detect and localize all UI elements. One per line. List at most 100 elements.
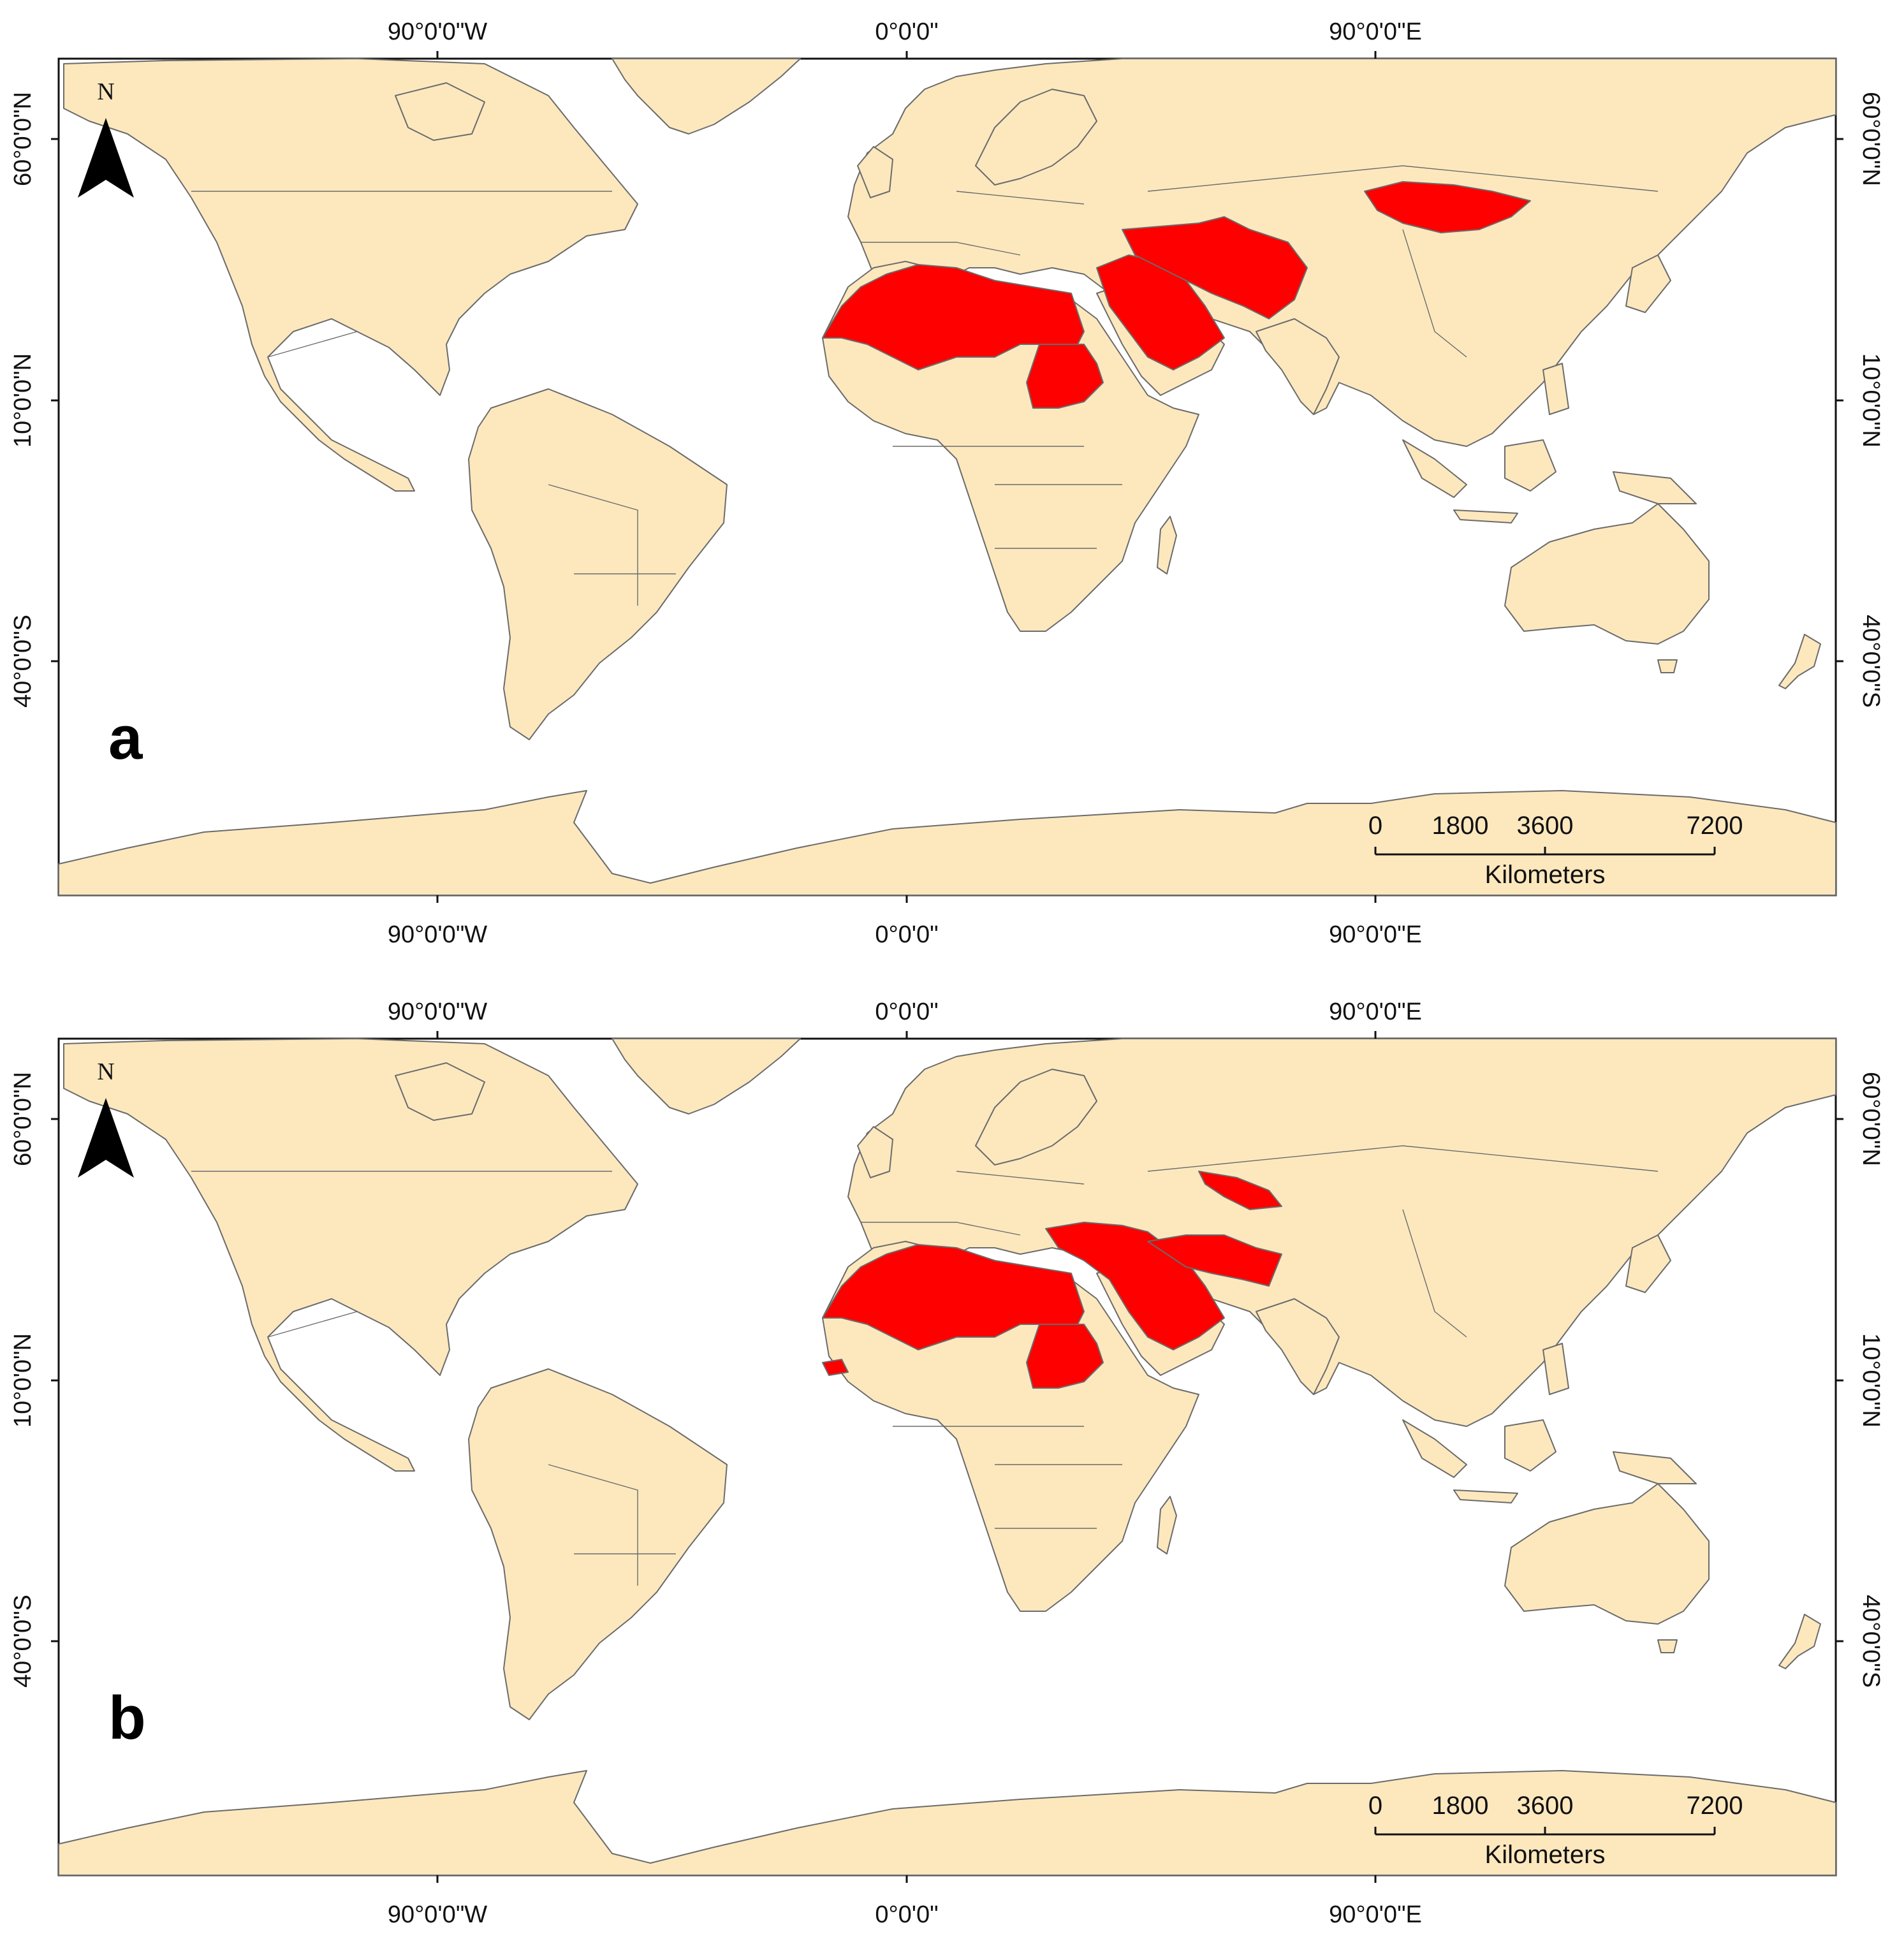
highlighted-region-1 xyxy=(822,264,1085,370)
lon-label-bottom-e: 90°0'0"E xyxy=(1329,1901,1422,1928)
map-panel-b: 90°0'0"W 0°0'0" 90°0'0"E 90°0'0"W 0°0'0"… xyxy=(0,980,1897,1960)
lon-label-top-e: 90°0'0"E xyxy=(1329,998,1422,1025)
eurasia xyxy=(847,58,1836,447)
lon-label-bottom-w: 90°0'0"W xyxy=(388,1901,487,1928)
lon-labels-bottom: 90°0'0"W 0°0'0" 90°0'0"E xyxy=(388,921,1422,948)
country-borders xyxy=(191,1145,1659,1586)
lon-label-top-w: 90°0'0"W xyxy=(388,998,487,1025)
north-arrow-icon xyxy=(78,1098,134,1178)
lat-label-right-60n: 60°0'0"N xyxy=(1857,1072,1884,1166)
scale-tick-7200: 7200 xyxy=(1687,1792,1743,1820)
lon-label-bottom-0: 0°0'0" xyxy=(875,921,938,948)
uk xyxy=(857,1126,893,1178)
lat-label-left-10n: 10°0'0"N xyxy=(10,1333,36,1428)
axis-ticks xyxy=(51,51,1843,903)
scandinavia xyxy=(975,89,1097,186)
australia xyxy=(1504,1483,1710,1625)
japan xyxy=(1625,1234,1671,1293)
canadian-arctic xyxy=(395,82,485,141)
highlighted-region-2 xyxy=(1026,344,1104,409)
axis-ticks xyxy=(51,1031,1843,1883)
lat-label-left-40s: 40°0'0"S xyxy=(10,615,36,708)
scale-bar: 0 1800 3600 7200 Kilometers xyxy=(1368,812,1743,889)
india xyxy=(1256,1298,1340,1395)
landmasses xyxy=(58,58,1836,896)
greenland xyxy=(612,1038,801,1115)
scandinavia xyxy=(975,1069,1097,1166)
philippines xyxy=(1542,1343,1569,1395)
java xyxy=(1453,1489,1518,1503)
sumatra xyxy=(1402,439,1467,498)
scale-tick-3600: 3600 xyxy=(1517,812,1574,840)
philippines xyxy=(1542,363,1569,415)
lon-label-bottom-w: 90°0'0"W xyxy=(388,921,487,948)
lat-label-right-10n: 10°0'0"N xyxy=(1857,353,1884,448)
australia xyxy=(1504,503,1710,645)
north-arrow-icon xyxy=(78,118,134,198)
madagascar xyxy=(1157,1496,1177,1554)
lat-label-left-60n: 60°0'0"N xyxy=(10,92,36,186)
scale-tick-1800: 1800 xyxy=(1432,1792,1489,1820)
highlighted-region-1 xyxy=(822,1244,1085,1350)
lat-labels-left: 60°0'0"N 10°0'0"N 40°0'0"S xyxy=(10,92,36,708)
highlighted-countries xyxy=(822,1171,1282,1389)
lon-label-top-0: 0°0'0" xyxy=(875,998,938,1025)
south-america xyxy=(468,388,728,740)
new-guinea xyxy=(1613,1451,1697,1484)
north-america xyxy=(63,1038,638,1472)
highlighted-region-4 xyxy=(1045,1222,1225,1350)
north-arrow-label: N xyxy=(97,1058,114,1085)
lon-label-top-e: 90°0'0"E xyxy=(1329,18,1422,45)
map-panel-a: 90°0'0"W 0°0'0" 90°0'0"E 90°0'0"W 0°0'0"… xyxy=(10,18,1884,948)
greenland xyxy=(612,58,801,135)
japan xyxy=(1625,254,1671,313)
scale-bar: 0 1800 3600 7200 Kilometers xyxy=(1368,1792,1743,1869)
lon-labels-top: 90°0'0"W 0°0'0" 90°0'0"E xyxy=(388,18,1422,45)
highlighted-countries xyxy=(822,181,1531,409)
highlighted-region-2 xyxy=(1026,1324,1104,1389)
north-arrow: N xyxy=(78,78,134,198)
scale-tick-1800: 1800 xyxy=(1432,812,1489,840)
lat-labels-right: 60°0'0"N 10°0'0"N 40°0'0"S xyxy=(1857,92,1884,708)
lat-label-right-60n: 60°0'0"N xyxy=(1857,92,1884,186)
highlighted-region-4 xyxy=(1122,216,1308,319)
borneo xyxy=(1504,1419,1556,1472)
lat-label-left-60n: 60°0'0"N xyxy=(10,1072,36,1166)
scale-unit: Kilometers xyxy=(1485,1841,1606,1869)
scale-tick-0: 0 xyxy=(1368,1792,1382,1820)
highlighted-region-6 xyxy=(1198,1171,1282,1210)
lon-label-bottom-0: 0°0'0" xyxy=(875,1901,938,1928)
java xyxy=(1453,509,1518,523)
lat-label-right-40s: 40°0'0"S xyxy=(1857,615,1884,708)
sumatra xyxy=(1402,1419,1467,1478)
lat-label-right-10n: 10°0'0"N xyxy=(1857,1333,1884,1428)
highlighted-region-5 xyxy=(1147,1234,1282,1287)
tasmania xyxy=(1657,659,1678,673)
lon-label-top-w: 90°0'0"W xyxy=(388,18,487,45)
lat-label-left-40s: 40°0'0"S xyxy=(10,1595,36,1688)
antarctica xyxy=(58,1770,1836,1876)
north-arrow-label: N xyxy=(97,78,114,105)
new-guinea xyxy=(1613,471,1697,504)
landmasses xyxy=(58,1038,1836,1876)
eurasia xyxy=(847,1038,1836,1427)
lat-labels-left: 60°0'0"N 10°0'0"N 40°0'0"S xyxy=(10,1072,36,1688)
tasmania xyxy=(1657,1639,1678,1653)
lat-labels-right: 60°0'0"N 10°0'0"N 40°0'0"S xyxy=(1857,1072,1884,1688)
lon-label-top-0: 0°0'0" xyxy=(875,18,938,45)
uk xyxy=(857,146,893,198)
lon-label-bottom-e: 90°0'0"E xyxy=(1329,921,1422,948)
new-zealand xyxy=(1778,1614,1821,1669)
antarctica xyxy=(58,790,1836,896)
lat-label-left-10n: 10°0'0"N xyxy=(10,353,36,448)
scale-tick-0: 0 xyxy=(1368,812,1382,840)
scale-tick-3600: 3600 xyxy=(1517,1792,1574,1820)
highlighted-region-3 xyxy=(822,1359,849,1376)
panel-letter: a xyxy=(108,704,143,772)
highlighted-region-5 xyxy=(1364,181,1531,233)
lon-labels-top: 90°0'0"W 0°0'0" 90°0'0"E xyxy=(388,998,1422,1025)
north-america xyxy=(63,58,638,492)
india xyxy=(1256,318,1340,415)
scale-tick-7200: 7200 xyxy=(1687,812,1743,840)
canadian-arctic xyxy=(395,1062,485,1121)
